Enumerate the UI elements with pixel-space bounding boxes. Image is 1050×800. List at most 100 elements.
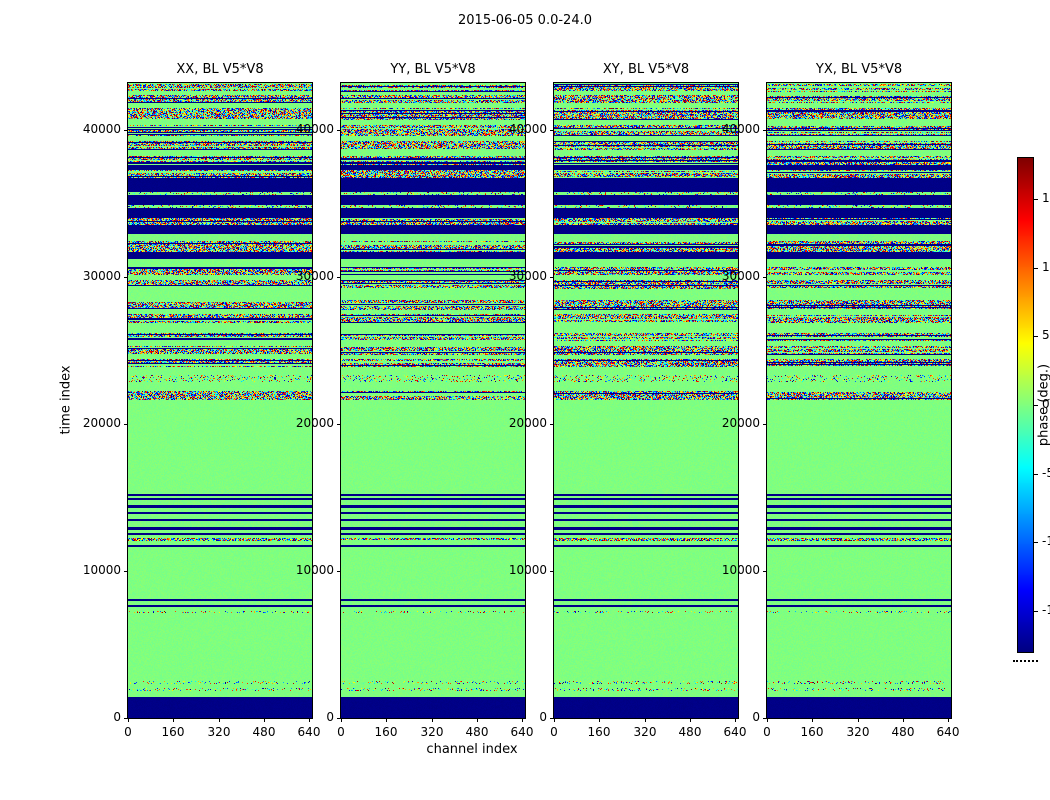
y-tick	[550, 424, 554, 425]
x-tick	[599, 718, 600, 722]
x-tick	[767, 718, 768, 722]
x-tick-label: 160	[161, 725, 185, 739]
x-tick-label: 320	[420, 725, 444, 739]
y-tick-label: 20000	[721, 416, 760, 430]
x-tick	[173, 718, 174, 722]
x-tick	[219, 718, 220, 722]
y-tick-label: 10000	[82, 563, 121, 577]
panel-title: YY, BL V5*V8	[390, 62, 476, 77]
x-tick	[858, 718, 859, 722]
y-tick	[550, 277, 554, 278]
y-tick	[337, 571, 341, 572]
x-tick	[309, 718, 310, 722]
x-tick-label: 160	[800, 725, 824, 739]
y-tick	[124, 571, 128, 572]
x-tick	[554, 718, 555, 722]
colorbar-tick	[1034, 405, 1038, 406]
x-axis-label: channel index	[426, 742, 518, 757]
y-tick	[550, 130, 554, 131]
figure-title: 2015-06-05 0.0-24.0	[458, 13, 592, 28]
y-tick	[550, 718, 554, 719]
y-tick-label: 20000	[508, 416, 547, 430]
x-tick-label: 640	[936, 725, 960, 739]
y-tick-label: 10000	[721, 563, 760, 577]
panel-title: YX, BL V5*V8	[815, 62, 903, 77]
y-tick	[124, 277, 128, 278]
x-tick	[128, 718, 129, 722]
y-tick-label: 0	[539, 710, 547, 724]
y-tick-label: 40000	[82, 122, 121, 136]
colorbar-canvas	[1018, 158, 1033, 652]
colorbar-tick-label: 150	[1042, 191, 1050, 205]
x-tick-label: 0	[337, 725, 345, 739]
x-tick-label: 0	[124, 725, 132, 739]
x-tick	[341, 718, 342, 722]
colorbar-tick	[1034, 199, 1038, 200]
colorbar-tick	[1034, 611, 1038, 612]
y-tick-label: 10000	[508, 563, 547, 577]
x-tick-label: 0	[763, 725, 771, 739]
y-tick	[337, 130, 341, 131]
x-tick-label: 480	[891, 725, 915, 739]
heatmap-canvas	[341, 83, 525, 718]
x-tick-label: 320	[633, 725, 657, 739]
y-tick	[124, 424, 128, 425]
heatmap-canvas	[554, 83, 738, 718]
colorbar-tick-label: -50	[1042, 466, 1050, 480]
colorbar-tick	[1034, 542, 1038, 543]
x-tick	[948, 718, 949, 722]
x-tick-label: 480	[678, 725, 702, 739]
colorbar-tick	[1034, 474, 1038, 475]
x-tick-label: 480	[465, 725, 489, 739]
heatmap-canvas	[128, 83, 312, 718]
x-tick	[522, 718, 523, 722]
panel-title: XY, BL V5*V8	[602, 62, 690, 77]
y-tick	[763, 277, 767, 278]
y-tick-label: 30000	[721, 269, 760, 283]
x-tick	[645, 718, 646, 722]
y-tick-label: 0	[326, 710, 334, 724]
x-tick	[690, 718, 691, 722]
y-tick-label: 10000	[295, 563, 334, 577]
y-tick	[124, 718, 128, 719]
colorbar-tick	[1034, 336, 1038, 337]
colorbar-tick-label: -150	[1042, 603, 1050, 617]
x-tick	[735, 718, 736, 722]
y-tick	[763, 424, 767, 425]
x-tick-label: 0	[550, 725, 558, 739]
x-tick-label: 480	[252, 725, 276, 739]
y-tick-label: 40000	[295, 122, 334, 136]
colorbar-tick-label: -100	[1042, 534, 1050, 548]
colorbar-label: phase (deg.)	[1036, 363, 1050, 447]
x-tick	[903, 718, 904, 722]
y-tick	[763, 571, 767, 572]
y-tick	[763, 718, 767, 719]
y-tick	[763, 130, 767, 131]
colorbar-tick-label: 100	[1042, 260, 1050, 274]
x-tick-label: 320	[846, 725, 870, 739]
x-tick	[477, 718, 478, 722]
x-tick-label: 640	[510, 725, 534, 739]
y-tick-label: 30000	[508, 269, 547, 283]
x-tick-label: 160	[587, 725, 611, 739]
y-tick	[124, 130, 128, 131]
y-tick-label: 0	[752, 710, 760, 724]
y-tick	[337, 277, 341, 278]
colorbar-underflow-marker	[1013, 660, 1038, 662]
y-tick	[337, 718, 341, 719]
panel-title: XX, BL V5*V8	[176, 62, 264, 77]
y-tick-label: 20000	[82, 416, 121, 430]
x-tick-label: 160	[374, 725, 398, 739]
x-tick	[432, 718, 433, 722]
x-tick-label: 640	[297, 725, 321, 739]
x-tick-label: 320	[207, 725, 231, 739]
x-tick	[386, 718, 387, 722]
y-tick-label: 20000	[295, 416, 334, 430]
colorbar-tick-label: 0	[1042, 397, 1050, 411]
y-tick	[550, 571, 554, 572]
x-tick	[264, 718, 265, 722]
y-tick-label: 30000	[295, 269, 334, 283]
x-tick	[812, 718, 813, 722]
heatmap-canvas	[767, 83, 951, 718]
y-tick-label: 0	[113, 710, 121, 724]
